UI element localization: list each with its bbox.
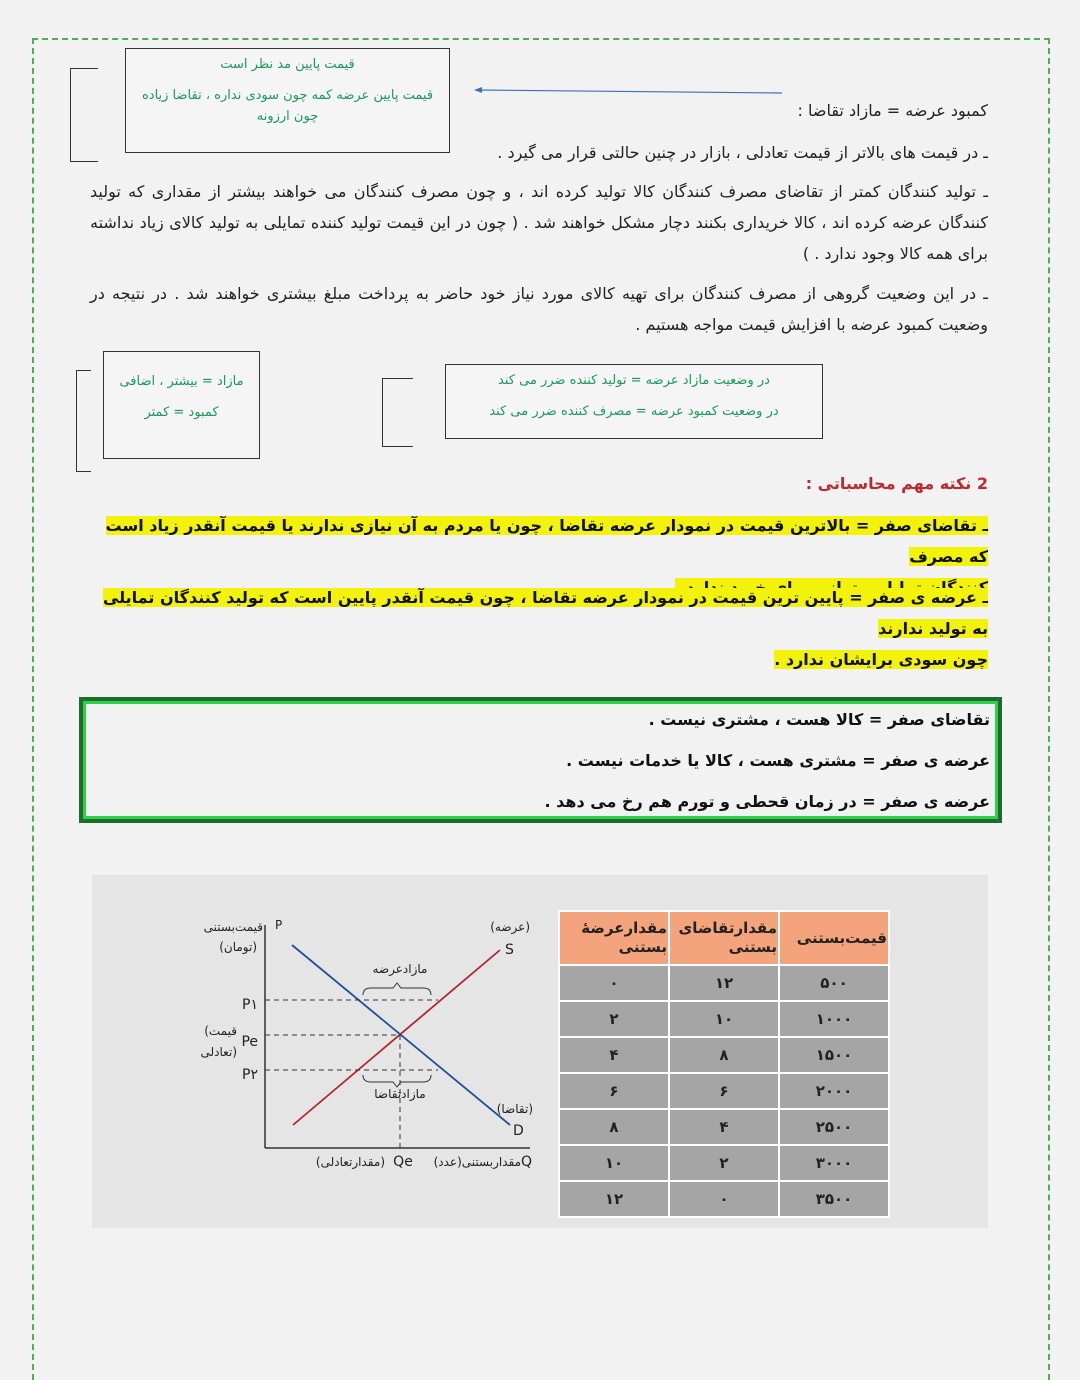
surplus-label: مازادعرضه xyxy=(373,962,428,977)
table-cell: ۳۵۰۰ xyxy=(778,1180,890,1218)
definition-box: مازاد = بیشتر ، اضافی کمبود = کمتر xyxy=(103,351,260,459)
definition-line: مازاد = بیشتر ، اضافی xyxy=(119,374,244,389)
zero-line: تقاضای صفر = کالا هست ، مشتری نیست . xyxy=(648,710,990,729)
table-cell: ۲ xyxy=(668,1144,780,1182)
table-row: ۱۰۰۰ ۱۰ ۲ xyxy=(558,1000,890,1038)
table-row: ۵۰۰ ۱۲ ۰ xyxy=(558,964,890,1002)
qe-note: (مقدارتعادلی) xyxy=(316,1155,385,1170)
paragraph: ـ در قیمت های بالاتر از قیمت تعادلی ، با… xyxy=(497,143,988,162)
table-cell: ۸ xyxy=(668,1036,780,1074)
zero-line: عرضه ی صفر = در زمان قحطی و تورم هم رخ م… xyxy=(544,792,990,811)
shortage-label: مازادتقاضا xyxy=(374,1087,425,1102)
table-cell: ۱۰ xyxy=(558,1144,670,1182)
highlight: ـ عرضه ی صفر = پایین ترین قیمت در نمودار… xyxy=(88,582,988,675)
note-line: قیمت پایین مد نظر است xyxy=(220,57,355,72)
heading: کمبود عرضه = مازاد تقاضا : xyxy=(797,101,988,120)
table-cell: ۱۲ xyxy=(668,964,780,1002)
page-border xyxy=(32,38,1050,1380)
curve-symbol: S xyxy=(505,942,514,958)
qe-label: Qe xyxy=(393,1154,413,1170)
table-cell: ۲۵۰۰ xyxy=(778,1108,890,1146)
table-row: ۲۵۰۰ ۴ ۸ xyxy=(558,1108,890,1146)
price-label: Pe xyxy=(241,1034,258,1050)
bracket xyxy=(382,378,413,447)
bracket xyxy=(70,68,98,162)
curve-symbol: D xyxy=(513,1123,524,1139)
price-label: P۲ xyxy=(242,1067,258,1083)
loss-line: در وضعیت کمبود عرضه = مصرف کننده ضرر می … xyxy=(489,404,779,419)
highlight: ـ تقاضای صفر = بالاترین قیمت در نمودار ع… xyxy=(88,510,988,603)
table-cell: ۶ xyxy=(668,1072,780,1110)
axis-symbol: Q xyxy=(521,1154,532,1170)
loss-box: در وضعیت مازاد عرضه = تولید کننده ضرر می… xyxy=(445,364,823,439)
table-cell: ۸ xyxy=(558,1108,670,1146)
note-box: قیمت پایین مد نظر است قیمت پایین عرضه کم… xyxy=(125,48,450,153)
table-row: ۱۵۰۰ ۸ ۴ xyxy=(558,1036,890,1074)
table-cell: ۲۰۰۰ xyxy=(778,1072,890,1110)
curve-label: (تقاضا) xyxy=(497,1102,533,1116)
table: قیمت‌بستنی مقدارتقاضای بستنی مقدارعرضهٔ … xyxy=(558,910,890,1218)
table-cell: ۲ xyxy=(558,1000,670,1038)
price-note: (قیمت xyxy=(204,1024,237,1038)
table-cell: ۱۰۰۰ xyxy=(778,1000,890,1038)
bracket xyxy=(76,370,91,472)
note-line: چون ارزونه xyxy=(256,109,319,124)
paragraph: ـ تولید کنندگان کمتر از تقاضای مصرف کنند… xyxy=(90,182,988,263)
axis-label: مقداربستنی(عدد) xyxy=(434,1155,521,1170)
curve-label: (عرضه) xyxy=(490,920,530,935)
table-cell: ۰ xyxy=(558,964,670,1002)
axis-label: قیمت‌بستنی xyxy=(204,920,263,934)
header-cell: مقدارتقاضای بستنی xyxy=(668,910,780,966)
note-line: قیمت پایین عرضه کمه چون سودی نداره ، تقا… xyxy=(141,88,434,103)
table-cell: ۳۰۰۰ xyxy=(778,1144,890,1182)
table-cell: ۱۰ xyxy=(668,1000,780,1038)
table-cell: ۰ xyxy=(668,1180,780,1218)
table-cell: ۴ xyxy=(558,1036,670,1074)
table-row: ۳۰۰۰ ۲ ۱۰ xyxy=(558,1144,890,1182)
paragraph: ـ در این وضعیت گروهی از مصرف کنندگان برا… xyxy=(90,284,988,334)
loss-line: در وضعیت مازاد عرضه = تولید کننده ضرر می… xyxy=(498,373,770,388)
table-cell: ۱۲ xyxy=(558,1180,670,1218)
definition-line: کمبود = کمتر xyxy=(144,405,219,420)
highlight-line: ـ تقاضای صفر = بالاترین قیمت در نمودار ع… xyxy=(105,516,988,566)
axis-symbol: P xyxy=(275,918,282,932)
table-cell: ۶ xyxy=(558,1072,670,1110)
price-note: تعادلی) xyxy=(201,1045,237,1059)
arrow xyxy=(474,87,783,94)
price-label: P۱ xyxy=(242,997,258,1013)
highlight-line: چون سودی برایشان ندارد . xyxy=(774,650,988,669)
axis-unit: (تومان) xyxy=(219,940,257,955)
table-row: ۲۰۰۰ ۶ ۶ xyxy=(558,1072,890,1110)
heading: 2 نکته مهم محاسباتی : xyxy=(805,474,988,493)
header-row: قیمت‌بستنی مقدارتقاضای بستنی مقدارعرضهٔ … xyxy=(558,910,890,966)
zero-line: عرضه ی صفر = مشتری هست ، کالا یا خدمات ن… xyxy=(566,751,990,770)
header-cell: قیمت‌بستنی xyxy=(778,910,890,966)
header-cell: مقدارعرضهٔ بستنی xyxy=(558,910,670,966)
zero-box: تقاضای صفر = کالا هست ، مشتری نیست . عرض… xyxy=(79,697,1002,823)
table-row: ۳۵۰۰ ۰ ۱۲ xyxy=(558,1180,890,1218)
table-cell: ۱۵۰۰ xyxy=(778,1036,890,1074)
diagram: P قیمت‌بستنی (تومان) (عرضه) S مازادعرضه … xyxy=(201,918,533,1170)
table-cell: ۴ xyxy=(668,1108,780,1146)
highlight-line: ـ عرضه ی صفر = پایین ترین قیمت در نمودار… xyxy=(102,588,988,638)
table-cell: ۵۰۰ xyxy=(778,964,890,1002)
